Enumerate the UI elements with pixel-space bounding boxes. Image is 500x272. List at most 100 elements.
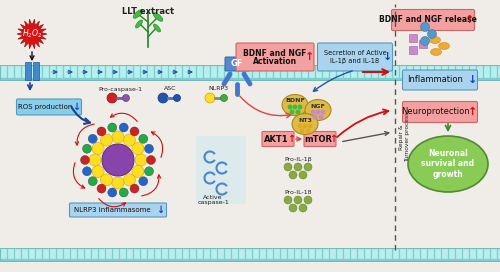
- Circle shape: [132, 165, 144, 178]
- Text: Neuroprotection: Neuroprotection: [400, 107, 469, 116]
- Bar: [218, 249, 224, 259]
- Bar: [409, 46, 417, 54]
- Text: $H_2O_2$: $H_2O_2$: [22, 28, 42, 40]
- FancyBboxPatch shape: [70, 203, 166, 217]
- Bar: [344, 249, 350, 259]
- Bar: [239, 66, 244, 78]
- Bar: [288, 249, 294, 259]
- Circle shape: [130, 127, 139, 136]
- Text: ROS production: ROS production: [18, 104, 72, 110]
- Bar: [29, 66, 34, 78]
- Bar: [456, 66, 462, 78]
- Circle shape: [296, 110, 300, 115]
- Text: Secretion of Active: Secretion of Active: [324, 50, 386, 56]
- Circle shape: [306, 128, 310, 134]
- Bar: [134, 249, 140, 259]
- Bar: [15, 66, 20, 78]
- Bar: [106, 249, 112, 259]
- Circle shape: [132, 143, 144, 154]
- Bar: [36, 249, 42, 259]
- Bar: [246, 66, 252, 78]
- Bar: [400, 249, 406, 259]
- Text: ASC: ASC: [164, 86, 176, 91]
- Bar: [309, 249, 314, 259]
- Bar: [428, 66, 434, 78]
- Bar: [183, 249, 188, 259]
- Text: NGF: NGF: [310, 104, 326, 109]
- Bar: [274, 66, 280, 78]
- Bar: [463, 66, 468, 78]
- Ellipse shape: [305, 100, 331, 120]
- Bar: [71, 66, 76, 78]
- Bar: [372, 66, 378, 78]
- Ellipse shape: [136, 20, 142, 28]
- Bar: [449, 66, 454, 78]
- Circle shape: [112, 131, 124, 143]
- Bar: [225, 66, 230, 78]
- Bar: [225, 249, 230, 259]
- Bar: [498, 66, 500, 78]
- Bar: [120, 249, 126, 259]
- Bar: [400, 66, 406, 78]
- Bar: [477, 66, 482, 78]
- Bar: [190, 249, 196, 259]
- Ellipse shape: [408, 136, 488, 192]
- Bar: [1, 249, 6, 259]
- Bar: [8, 66, 14, 78]
- Circle shape: [108, 123, 117, 132]
- Bar: [141, 249, 146, 259]
- Bar: [337, 249, 342, 259]
- Bar: [267, 66, 272, 78]
- Bar: [253, 66, 258, 78]
- Circle shape: [299, 204, 307, 212]
- Bar: [351, 249, 356, 259]
- Circle shape: [139, 177, 148, 186]
- Bar: [477, 249, 482, 259]
- Bar: [197, 249, 202, 259]
- Bar: [407, 66, 412, 78]
- Bar: [148, 249, 154, 259]
- Bar: [456, 249, 462, 259]
- Bar: [43, 249, 49, 259]
- Text: Repair &
Turnover process: Repair & Turnover process: [399, 112, 410, 162]
- Bar: [421, 66, 426, 78]
- Bar: [260, 249, 266, 259]
- Circle shape: [294, 163, 302, 171]
- Circle shape: [292, 104, 298, 110]
- Circle shape: [420, 36, 430, 45]
- Circle shape: [158, 93, 168, 103]
- FancyBboxPatch shape: [16, 99, 82, 115]
- Circle shape: [220, 94, 228, 101]
- Bar: [379, 249, 384, 259]
- Text: LLT extract: LLT extract: [122, 7, 174, 16]
- Circle shape: [130, 184, 139, 193]
- Circle shape: [428, 29, 436, 39]
- Circle shape: [289, 171, 297, 179]
- Circle shape: [174, 94, 180, 101]
- Bar: [351, 66, 356, 78]
- Bar: [442, 66, 448, 78]
- Circle shape: [89, 154, 101, 166]
- Bar: [344, 66, 350, 78]
- Bar: [484, 249, 490, 259]
- Bar: [302, 66, 308, 78]
- Circle shape: [284, 196, 292, 204]
- FancyBboxPatch shape: [262, 131, 294, 147]
- Bar: [409, 34, 417, 42]
- Circle shape: [108, 188, 117, 197]
- Bar: [253, 249, 258, 259]
- Bar: [64, 66, 70, 78]
- Bar: [358, 249, 364, 259]
- Bar: [134, 66, 140, 78]
- Text: ↑: ↑: [329, 134, 337, 144]
- Bar: [29, 249, 34, 259]
- Bar: [204, 66, 210, 78]
- Ellipse shape: [430, 36, 440, 44]
- Circle shape: [288, 104, 292, 110]
- Bar: [365, 66, 370, 78]
- Bar: [190, 66, 196, 78]
- Bar: [421, 249, 426, 259]
- Circle shape: [298, 104, 302, 110]
- Circle shape: [312, 115, 318, 119]
- Circle shape: [124, 134, 136, 146]
